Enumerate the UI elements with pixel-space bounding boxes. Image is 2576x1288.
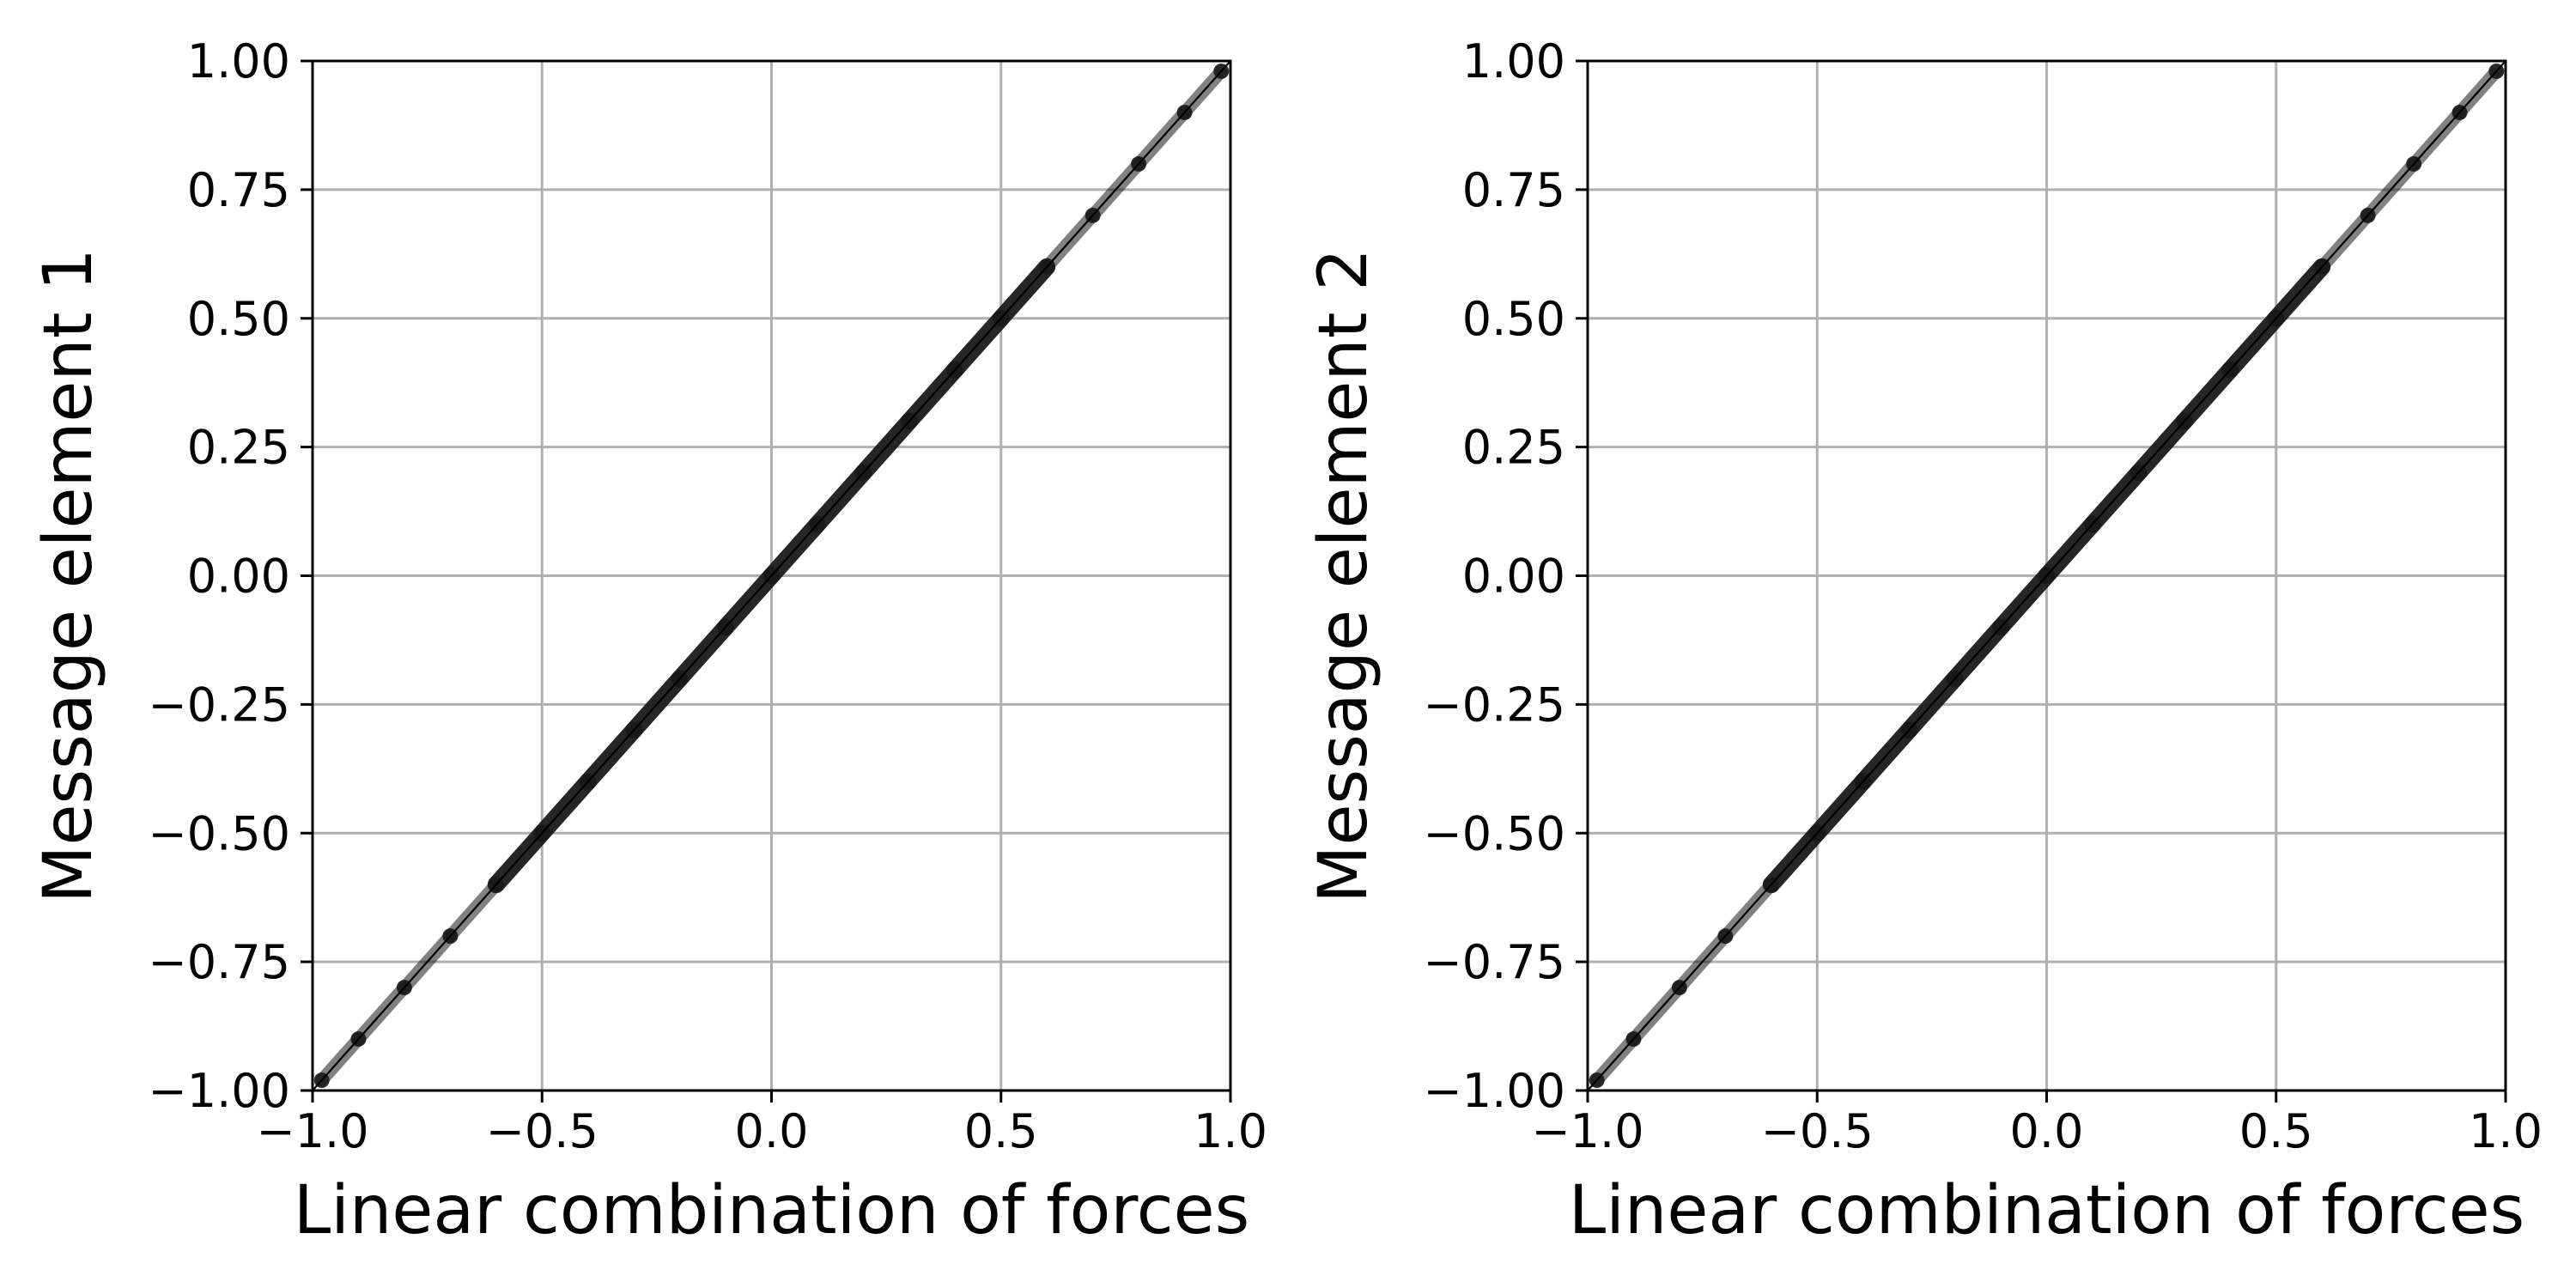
- y-axis-label: Message element 1: [30, 248, 107, 903]
- y-tick-label: 1.00: [187, 34, 290, 88]
- y-tick-label: −0.25: [1424, 677, 1565, 732]
- y-axis-label: Message element 2: [1305, 248, 1382, 903]
- y-tick-label: 0.75: [187, 163, 290, 217]
- identity-reference-line: [1588, 61, 2506, 1091]
- y-tick-label: −0.75: [1424, 935, 1565, 989]
- x-tick-label: −0.5: [1761, 1104, 1874, 1158]
- y-tick-label: −0.50: [149, 806, 290, 860]
- x-axis-label: Linear combination of forces: [294, 1172, 1249, 1249]
- y-tick-label: 0.75: [1462, 163, 1565, 217]
- x-tick-label: −1.0: [256, 1104, 368, 1158]
- y-tick-label: 0.00: [1462, 550, 1565, 604]
- y-tick-label: −0.75: [149, 935, 290, 989]
- y-tick-label: 0.25: [1462, 421, 1565, 475]
- x-tick-label: 0.0: [735, 1104, 809, 1158]
- y-tick-label: −1.00: [1424, 1064, 1565, 1118]
- x-tick-label: −1.0: [1531, 1104, 1643, 1158]
- y-tick-label: 0.00: [187, 550, 290, 604]
- y-tick-label: 1.00: [1462, 34, 1565, 88]
- y-tick-label: 0.25: [187, 421, 290, 475]
- x-tick-label: 0.0: [2010, 1104, 2084, 1158]
- x-tick-label: −0.5: [486, 1104, 598, 1158]
- y-tick-label: −0.50: [1424, 806, 1565, 860]
- x-tick-label: 1.0: [1194, 1104, 1267, 1158]
- x-tick-label: 1.0: [2469, 1104, 2543, 1158]
- y-tick-label: −1.00: [149, 1064, 290, 1118]
- right-scatter-panel: −1.0 −0.5 0.0 0.5 1.0 −1.00 −0.75 −0.50 −0.25 0.0…: [1305, 34, 2543, 1249]
- identity-reference-line: [313, 61, 1230, 1091]
- left-scatter-panel: −1.0 −0.5 0.0 0.5 1.0 −1.00 −0.75 −0.50 −0.25 0.0…: [30, 34, 1267, 1249]
- y-tick-label: −0.25: [149, 677, 290, 732]
- y-tick-label: 0.50: [187, 292, 290, 346]
- y-tick-label: 0.50: [1462, 292, 1565, 346]
- x-axis-label: Linear combination of forces: [1569, 1172, 2524, 1249]
- x-tick-label: 0.5: [964, 1104, 1038, 1158]
- x-tick-label: 0.5: [2239, 1104, 2313, 1158]
